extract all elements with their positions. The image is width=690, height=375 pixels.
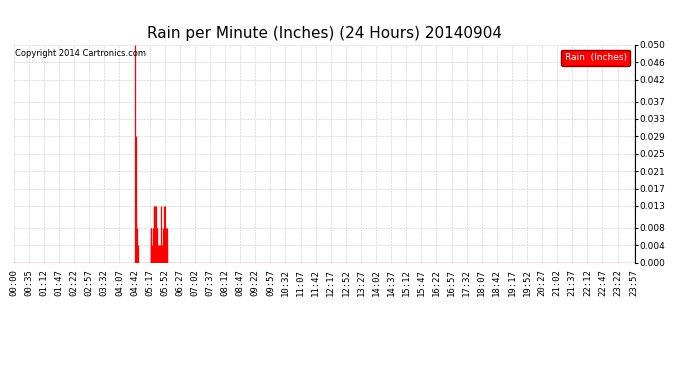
Title: Rain per Minute (Inches) (24 Hours) 20140904: Rain per Minute (Inches) (24 Hours) 2014… — [147, 26, 502, 41]
Text: Copyright 2014 Cartronics.com: Copyright 2014 Cartronics.com — [15, 50, 146, 58]
Legend: Rain  (Inches): Rain (Inches) — [561, 50, 630, 66]
